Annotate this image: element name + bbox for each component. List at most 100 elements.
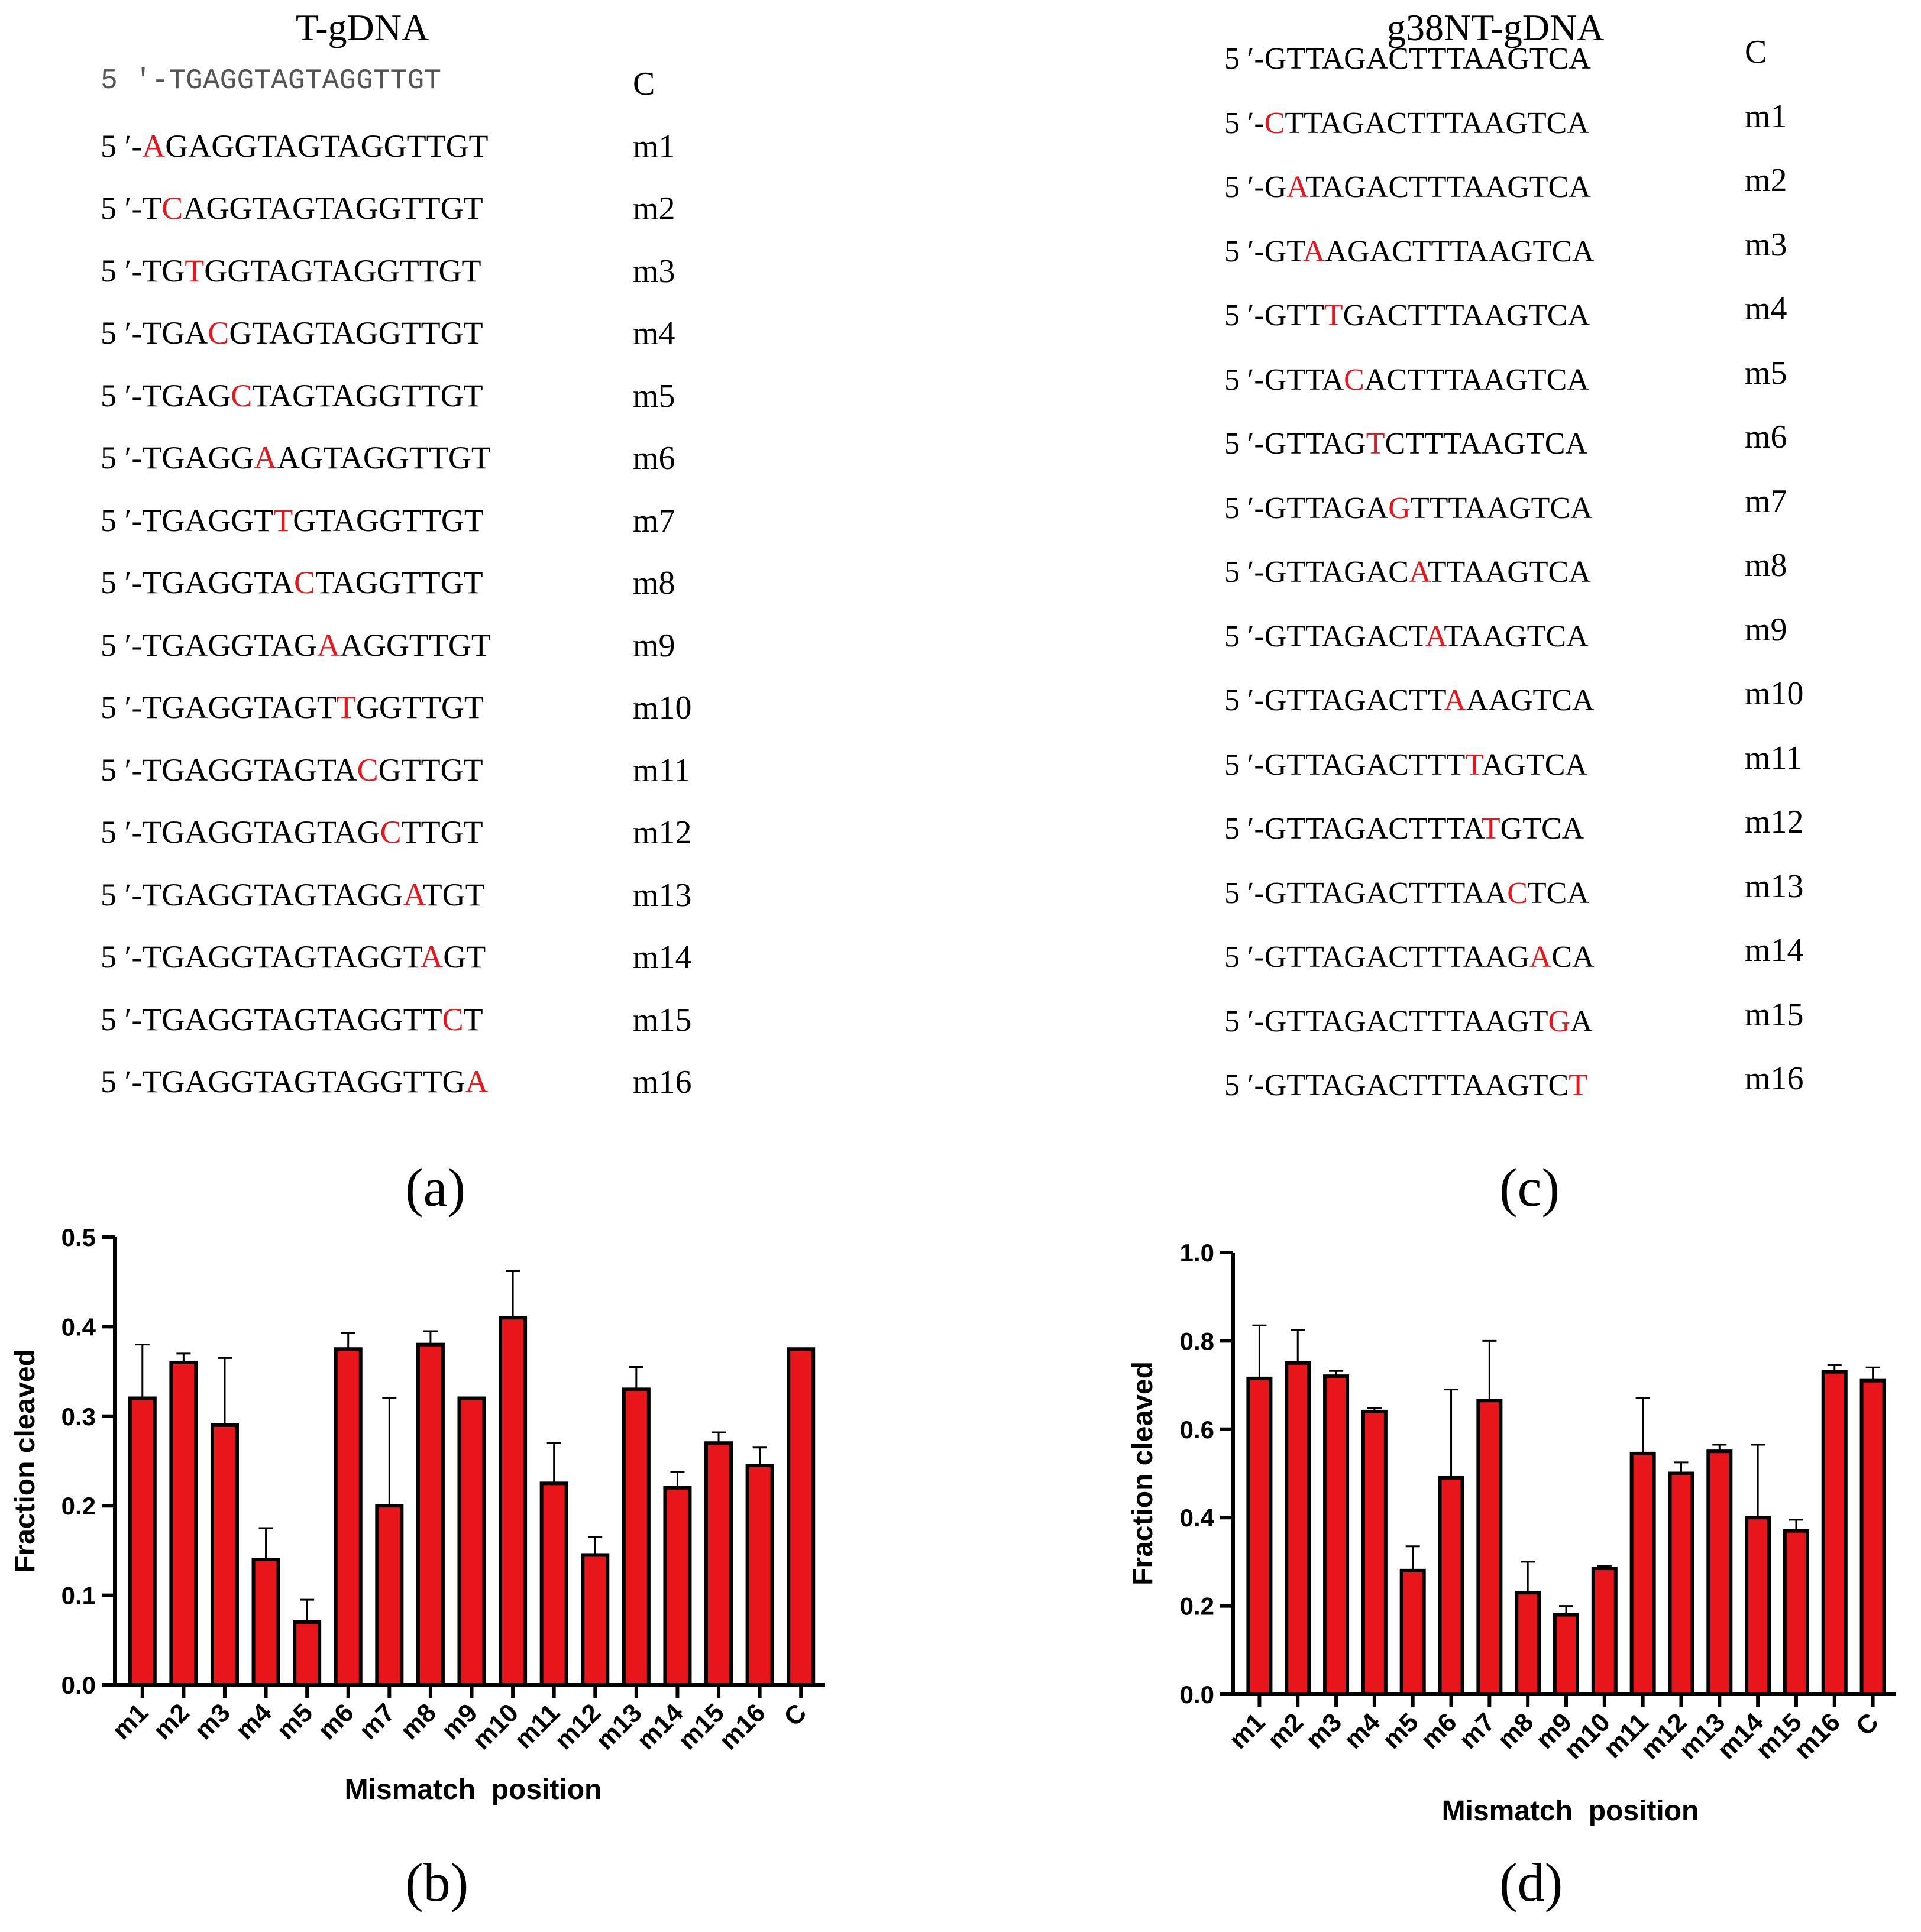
x-tick-label: m5 — [1377, 1707, 1424, 1755]
bar-m10 — [1591, 1567, 1618, 1696]
sequence-row: 5 ′-GATAGACTTTAAGTCA — [1224, 170, 1591, 205]
y-tick-label: 0.2 — [62, 1492, 96, 1520]
sequence-label: m15 — [1745, 996, 1804, 1033]
sequence-prefix: 5 ′- — [101, 128, 143, 164]
sequence-pre: GTTAGA — [1264, 491, 1389, 525]
y-tick-label: 1.0 — [1180, 1239, 1214, 1267]
sequence-label: m6 — [633, 440, 675, 477]
bar-m10 — [499, 1316, 528, 1687]
panel-c-title: g38NT-gDNA — [1387, 7, 1605, 48]
sequence-prefix: 5 ′- — [1224, 170, 1265, 204]
sequence-label: m16 — [1745, 1060, 1804, 1097]
sequence-label: m8 — [633, 565, 675, 601]
sequence-prefix: 5 ′- — [1224, 42, 1265, 76]
sequence-post: GACTTTAAGTCA — [1343, 299, 1590, 332]
sequence-pre: TGAGGTAGTAGGT — [142, 939, 421, 975]
mismatch-base: A — [1302, 234, 1325, 268]
mismatch-base: T — [1324, 299, 1343, 332]
y-tick-label: 0.5 — [62, 1224, 96, 1251]
sequence-pre: TGAGGTAGTAGG — [142, 876, 403, 912]
mismatch-base: T — [1481, 812, 1500, 846]
sequence-label: m2 — [1745, 162, 1787, 199]
mismatch-base: C — [380, 814, 402, 850]
sequence-row: 5 ′-GTTAGACTTTAAGTCA — [1224, 41, 1591, 76]
sequence-prefix: 5 ′- — [1224, 427, 1265, 461]
bar-m13 — [1706, 1449, 1733, 1696]
sequence-row: 5 ′-TGAGGTAGTAGGTTCT — [101, 1001, 483, 1038]
panel-a-letter: (a) — [405, 1157, 466, 1218]
y-tick-label: 0.4 — [62, 1313, 96, 1341]
sequence-post: AGGTAGTAGGTTGT — [183, 190, 483, 226]
bar-m16 — [745, 1464, 774, 1687]
x-axis-label: Mismatch position — [1442, 1795, 1699, 1827]
y-tick-label: 0.1 — [62, 1582, 96, 1610]
mismatch-base: A — [465, 1064, 489, 1099]
sequence-post: GT — [443, 939, 486, 975]
x-tick-label: m8 — [394, 1698, 442, 1745]
mismatch-base: A — [1425, 619, 1444, 653]
sequence-prefix: 5 ′- — [1224, 363, 1265, 397]
sequence-prefix: 5 ′- — [101, 1001, 143, 1037]
bar-m16 — [1821, 1370, 1848, 1696]
sequence-pre: TGAGGTAGTAGGTT — [142, 1001, 442, 1037]
sequence-row: 5 ′-TGTGGTAGTAGGTTGT — [101, 253, 481, 289]
bar-m11 — [1629, 1451, 1656, 1696]
chart-d: 0.00.20.40.60.81.0m1m2m3m4m5m6m7m8m9m10m… — [1127, 1239, 1896, 1827]
sequence-label: m9 — [633, 627, 675, 664]
sequence-label: m1 — [633, 128, 675, 165]
sequence-pre: TGAGGTAGTAG — [142, 814, 380, 850]
sequence-label: m2 — [633, 190, 675, 227]
sequence-row: 5 ′-TGAGGTAGTAGGATGT — [101, 876, 485, 913]
y-tick-label: 0.0 — [62, 1671, 96, 1699]
sequence-label: C — [1745, 34, 1767, 70]
sequence-prefix: 5 ′- — [101, 939, 143, 975]
sequence-row: 5 ′-GTTAGACTTTAAGTCT — [1224, 1068, 1587, 1103]
sequence-row: 5 ′-GTTAGACATTAAGTCA — [1224, 555, 1591, 590]
sequence-row: 5 ′-TGAGGTAGTAGGTTGA — [101, 1063, 489, 1100]
sequence-label: m8 — [1745, 547, 1787, 584]
sequence-post: A — [1570, 1004, 1593, 1038]
sequence-label: m14 — [633, 939, 692, 976]
x-tick-label: C — [1851, 1707, 1884, 1741]
sequence-post: GTAGTAGGTTGT — [229, 315, 483, 351]
sequence-pre: TGAGG — [142, 440, 254, 475]
sequence-prefix: 5 ′- — [101, 565, 143, 600]
sequence-pre: TGAGGTAGTAGGTTG — [142, 1064, 465, 1099]
y-tick-label: 0.2 — [1180, 1593, 1214, 1620]
sequence-prefix: 5 ′- — [101, 377, 143, 413]
sequence-label: m12 — [633, 814, 692, 851]
sequence-pre: GTTAGACTTTAAGTCA — [1264, 42, 1591, 76]
sequence-prefix: 5 ′- — [1224, 876, 1265, 910]
sequence-post: T — [463, 1001, 483, 1037]
mismatch-base: A — [142, 128, 166, 164]
mismatch-base: T — [1366, 427, 1385, 461]
sequence-row: 5 ′-GTTAGACTTTATGTCA — [1224, 811, 1584, 846]
sequence-label: m13 — [1745, 868, 1804, 905]
sequence-post: GGTTGT — [355, 690, 484, 725]
y-tick-label: 0.4 — [1180, 1504, 1215, 1532]
sequence-pre: GTTAGACTTTAAGT — [1264, 1004, 1548, 1038]
x-tick-label: m2 — [1262, 1707, 1309, 1755]
sequence-row: 5 ′-TGAGGTTGTAGGTTGT — [101, 502, 484, 539]
x-tick-label: m16 — [1789, 1707, 1846, 1765]
x-tick-label: m16 — [714, 1698, 771, 1755]
mismatch-base: C — [231, 377, 253, 413]
sequence-row: 5 ′-TGAGGTAGTAGGTTGT — [101, 65, 441, 97]
sequence-prefix: 5 ′- — [101, 315, 143, 351]
mismatch-base: C — [293, 565, 315, 600]
sequence-row: 5 ′-GTTAGTCTTTAAGTCA — [1224, 426, 1587, 461]
sequence-label: m3 — [633, 253, 675, 290]
sequence-post: TAAGTCA — [1444, 619, 1589, 653]
bar-m14 — [1745, 1516, 1771, 1696]
mismatch-base: C — [357, 752, 379, 788]
bar-m15 — [704, 1441, 733, 1687]
sequence-pre: GTTAGAC — [1264, 555, 1409, 589]
sequence-post: TGT — [422, 876, 485, 912]
bar-m7 — [375, 1504, 404, 1687]
mismatch-base: C — [161, 190, 183, 226]
sequence-label: m4 — [1745, 290, 1787, 327]
sequence-post: CA — [1551, 940, 1595, 974]
sequence-label: m16 — [633, 1064, 692, 1101]
sequence-label: m4 — [633, 315, 675, 352]
sequence-row: 5 ′-GTTTGACTTTAAGTCA — [1224, 298, 1590, 333]
